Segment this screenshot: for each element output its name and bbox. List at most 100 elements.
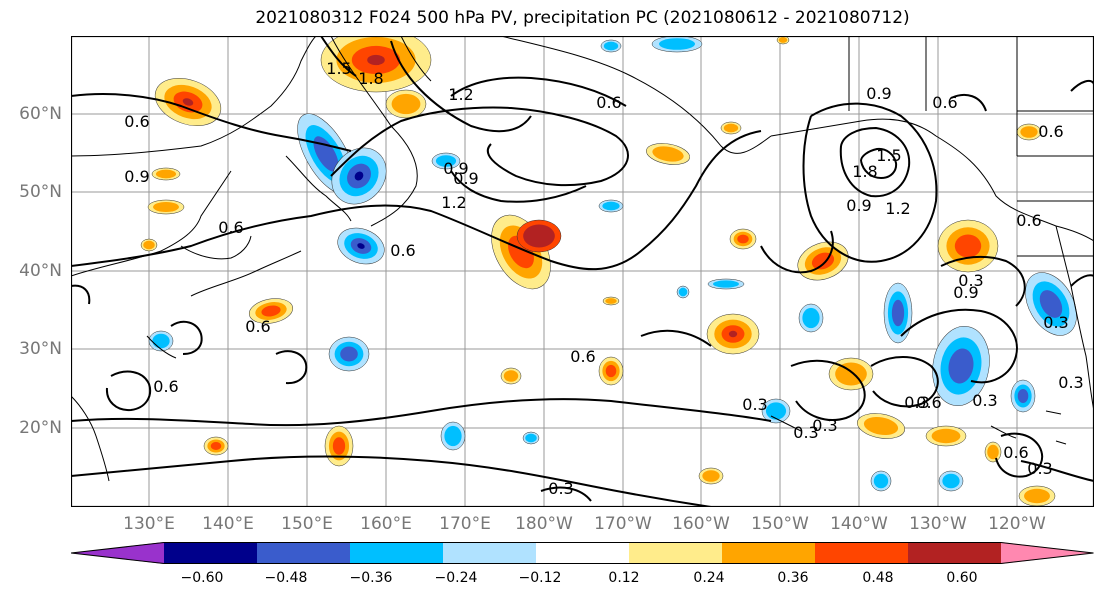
pv-contour-line bbox=[995, 432, 1044, 478]
precip-shade bbox=[863, 416, 899, 436]
colorbar-tick-label: 0.36 bbox=[777, 570, 809, 586]
colorbar-segment bbox=[71, 542, 164, 564]
precip-shade bbox=[152, 333, 170, 349]
pv-contour-line bbox=[640, 329, 712, 347]
precip-shade bbox=[313, 136, 339, 172]
contour-label: 0.9 bbox=[953, 283, 978, 302]
colorbar-segment bbox=[536, 542, 629, 564]
colorbar-segment bbox=[1001, 542, 1094, 564]
precip-shade bbox=[1039, 290, 1063, 318]
pv-contour-line bbox=[839, 126, 911, 198]
pv-contour-line bbox=[450, 76, 627, 107]
colorbar-tick-label: −0.60 bbox=[180, 570, 224, 586]
pv-contour-line bbox=[802, 102, 938, 263]
pv-contour-line bbox=[1070, 274, 1094, 287]
precip-shade bbox=[155, 169, 177, 179]
precip-shade bbox=[765, 402, 787, 420]
precip-shade bbox=[354, 171, 364, 181]
pv-contour-line bbox=[71, 398, 772, 427]
contour-label: 0.3 bbox=[1058, 373, 1083, 392]
precip-shade bbox=[261, 305, 281, 317]
colorbar-tick-label: 0.12 bbox=[608, 570, 640, 586]
pv-contour-line bbox=[170, 320, 203, 355]
pv-contour-line bbox=[450, 170, 587, 203]
colorbar-segment bbox=[257, 542, 350, 564]
colorbar-segment bbox=[350, 542, 443, 564]
contour-label: 0.3 bbox=[1043, 313, 1068, 332]
precip-shade bbox=[1024, 488, 1050, 504]
lon-label-160w: 160°W bbox=[672, 514, 730, 534]
pv-contours bbox=[71, 36, 1094, 507]
coastline bbox=[500, 36, 772, 154]
coastline bbox=[190, 250, 302, 297]
coastline bbox=[1045, 410, 1067, 445]
lon-label-160e: 160°E bbox=[360, 514, 412, 534]
colorbar-segment bbox=[815, 542, 908, 564]
lon-label-170w: 170°W bbox=[594, 514, 652, 534]
lat-label-50n: 50°N bbox=[19, 182, 62, 202]
precip-shade bbox=[1020, 126, 1038, 138]
coastline bbox=[400, 36, 432, 82]
pv-contour-line bbox=[870, 356, 939, 408]
pv-contour-line bbox=[900, 308, 1018, 384]
precip-shade bbox=[737, 234, 749, 244]
precip-shade bbox=[954, 234, 982, 258]
pv-contour-line bbox=[940, 255, 1026, 307]
precip-shade bbox=[525, 433, 537, 443]
pv-contour-line bbox=[760, 230, 834, 274]
contour-label: 0.9 bbox=[866, 84, 891, 103]
pv-contour-line bbox=[1020, 460, 1094, 482]
coastline bbox=[1055, 225, 1094, 412]
colorbar-tick-label: 0.24 bbox=[693, 570, 725, 586]
lon-label-180w: 180°W bbox=[515, 514, 573, 534]
colorbar-tick-label: 0.48 bbox=[862, 570, 894, 586]
precip-shade bbox=[1017, 388, 1029, 404]
lat-label-20n: 20°N bbox=[19, 418, 62, 438]
pv-contour-line bbox=[790, 359, 866, 421]
precip-shade bbox=[523, 224, 555, 248]
contour-label: 0.3 bbox=[958, 271, 983, 290]
precip-shade bbox=[652, 146, 684, 162]
pv-contour-line bbox=[390, 40, 532, 133]
precip-shade bbox=[340, 346, 358, 362]
coastline bbox=[770, 415, 802, 432]
contour-label: 1.2 bbox=[441, 193, 466, 212]
colorbar-outline bbox=[70, 542, 1094, 564]
contour-label: 0.6 bbox=[1016, 211, 1041, 230]
precip-shade bbox=[891, 299, 905, 327]
precip-shade bbox=[503, 370, 519, 382]
precip-shade bbox=[723, 123, 739, 133]
precip-shade bbox=[357, 243, 365, 249]
precip-shade bbox=[987, 444, 999, 460]
precip-shade bbox=[444, 425, 462, 447]
colorbar-segment bbox=[908, 542, 1001, 564]
contour-label: 0.6 bbox=[596, 93, 621, 112]
precip-shade bbox=[605, 298, 617, 304]
precip-shade bbox=[605, 364, 617, 378]
colorbar-segment bbox=[443, 542, 536, 564]
colorbar-tick-label: −0.48 bbox=[264, 570, 308, 586]
lon-label-130w: 130°W bbox=[909, 514, 967, 534]
colorbar-tick-label: −0.24 bbox=[434, 570, 478, 586]
precip-shade bbox=[931, 428, 961, 444]
colorbar-segment bbox=[164, 542, 257, 564]
lon-label-150e: 150°E bbox=[281, 514, 333, 534]
pv-contour-line bbox=[860, 147, 898, 180]
contour-label: 0.6 bbox=[390, 241, 415, 260]
coastline bbox=[990, 425, 1017, 439]
coastline bbox=[1017, 200, 1094, 257]
coastline bbox=[71, 36, 317, 157]
contour-label: 1.2 bbox=[448, 85, 473, 104]
contour-label: 1.5 bbox=[876, 146, 901, 165]
contour-label: 1.8 bbox=[358, 69, 383, 88]
contour-labels: 0.61.81.21.50.60.90.91.20.60.60.60.60.30… bbox=[124, 59, 1083, 498]
precip-shade bbox=[942, 473, 960, 489]
contour-label: 0.3 bbox=[904, 393, 929, 412]
precip-shade bbox=[873, 473, 889, 489]
contour-label: 1.5 bbox=[326, 59, 351, 78]
precip-shade bbox=[778, 37, 788, 43]
colorbar-graphic bbox=[70, 542, 1094, 564]
contour-label: 0.3 bbox=[548, 479, 573, 498]
precip-shade bbox=[659, 38, 695, 50]
contour-label: 0.6 bbox=[245, 317, 270, 336]
